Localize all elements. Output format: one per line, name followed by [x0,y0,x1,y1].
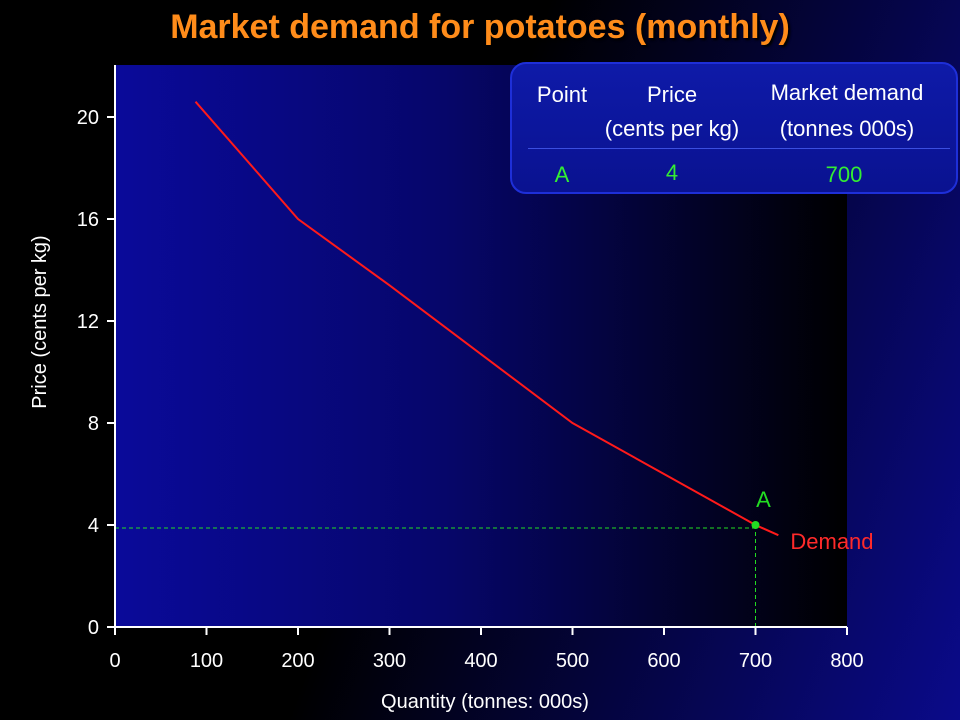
demand-curve-label: Demand [790,529,873,554]
x-tick-label: 600 [647,650,680,672]
x-tick-label: 500 [556,650,589,672]
y-axis-label: Price (cents per kg) [29,235,51,408]
y-tick-label: 16 [77,209,99,231]
header-demand-line2: (tonnes 000s) [779,116,915,141]
y-tick-label: 0 [88,617,99,639]
y-tick-label: 20 [77,107,99,129]
point-a-label: A [756,487,771,512]
x-tick-label: 200 [281,650,314,672]
point-a-marker [751,521,760,529]
header-price-line1: Price [646,82,698,107]
table-divider [528,148,950,149]
cell-point: A [554,162,570,187]
cell-demand: 700 [825,162,863,187]
x-tick-label: 700 [739,650,772,672]
chart-title: Market demand for potatoes (monthly) [170,8,790,46]
header-price-line2: (cents per kg) [604,116,740,141]
y-tick-label: 12 [77,311,99,333]
x-axis-label: Quantity (tonnes: 000s) [381,691,589,713]
y-tick-label: 8 [88,413,99,435]
demand-schedule-table: Point Price (cents per kg) Market demand… [510,62,958,194]
cell-price: 4 [665,160,679,185]
header-demand-line1: Market demand [770,80,924,105]
x-tick-label: 0 [109,650,120,672]
y-tick-label: 4 [88,515,99,537]
header-point: Point [536,82,588,107]
x-tick-label: 300 [373,650,406,672]
x-tick-label: 800 [830,650,863,672]
x-tick-label: 400 [464,650,497,672]
demand-curve [194,101,779,537]
x-tick-label: 100 [190,650,223,672]
